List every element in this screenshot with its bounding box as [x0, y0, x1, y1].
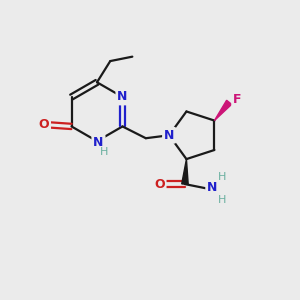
Text: F: F: [233, 94, 242, 106]
Text: O: O: [154, 178, 165, 190]
Polygon shape: [182, 159, 188, 184]
Polygon shape: [214, 100, 232, 121]
Text: H: H: [218, 195, 226, 205]
Text: N: N: [207, 182, 218, 194]
Text: N: N: [164, 129, 174, 142]
Text: H: H: [100, 147, 109, 158]
Text: N: N: [117, 91, 128, 103]
Text: H: H: [218, 172, 226, 182]
Text: O: O: [38, 118, 49, 131]
Text: N: N: [93, 136, 104, 149]
